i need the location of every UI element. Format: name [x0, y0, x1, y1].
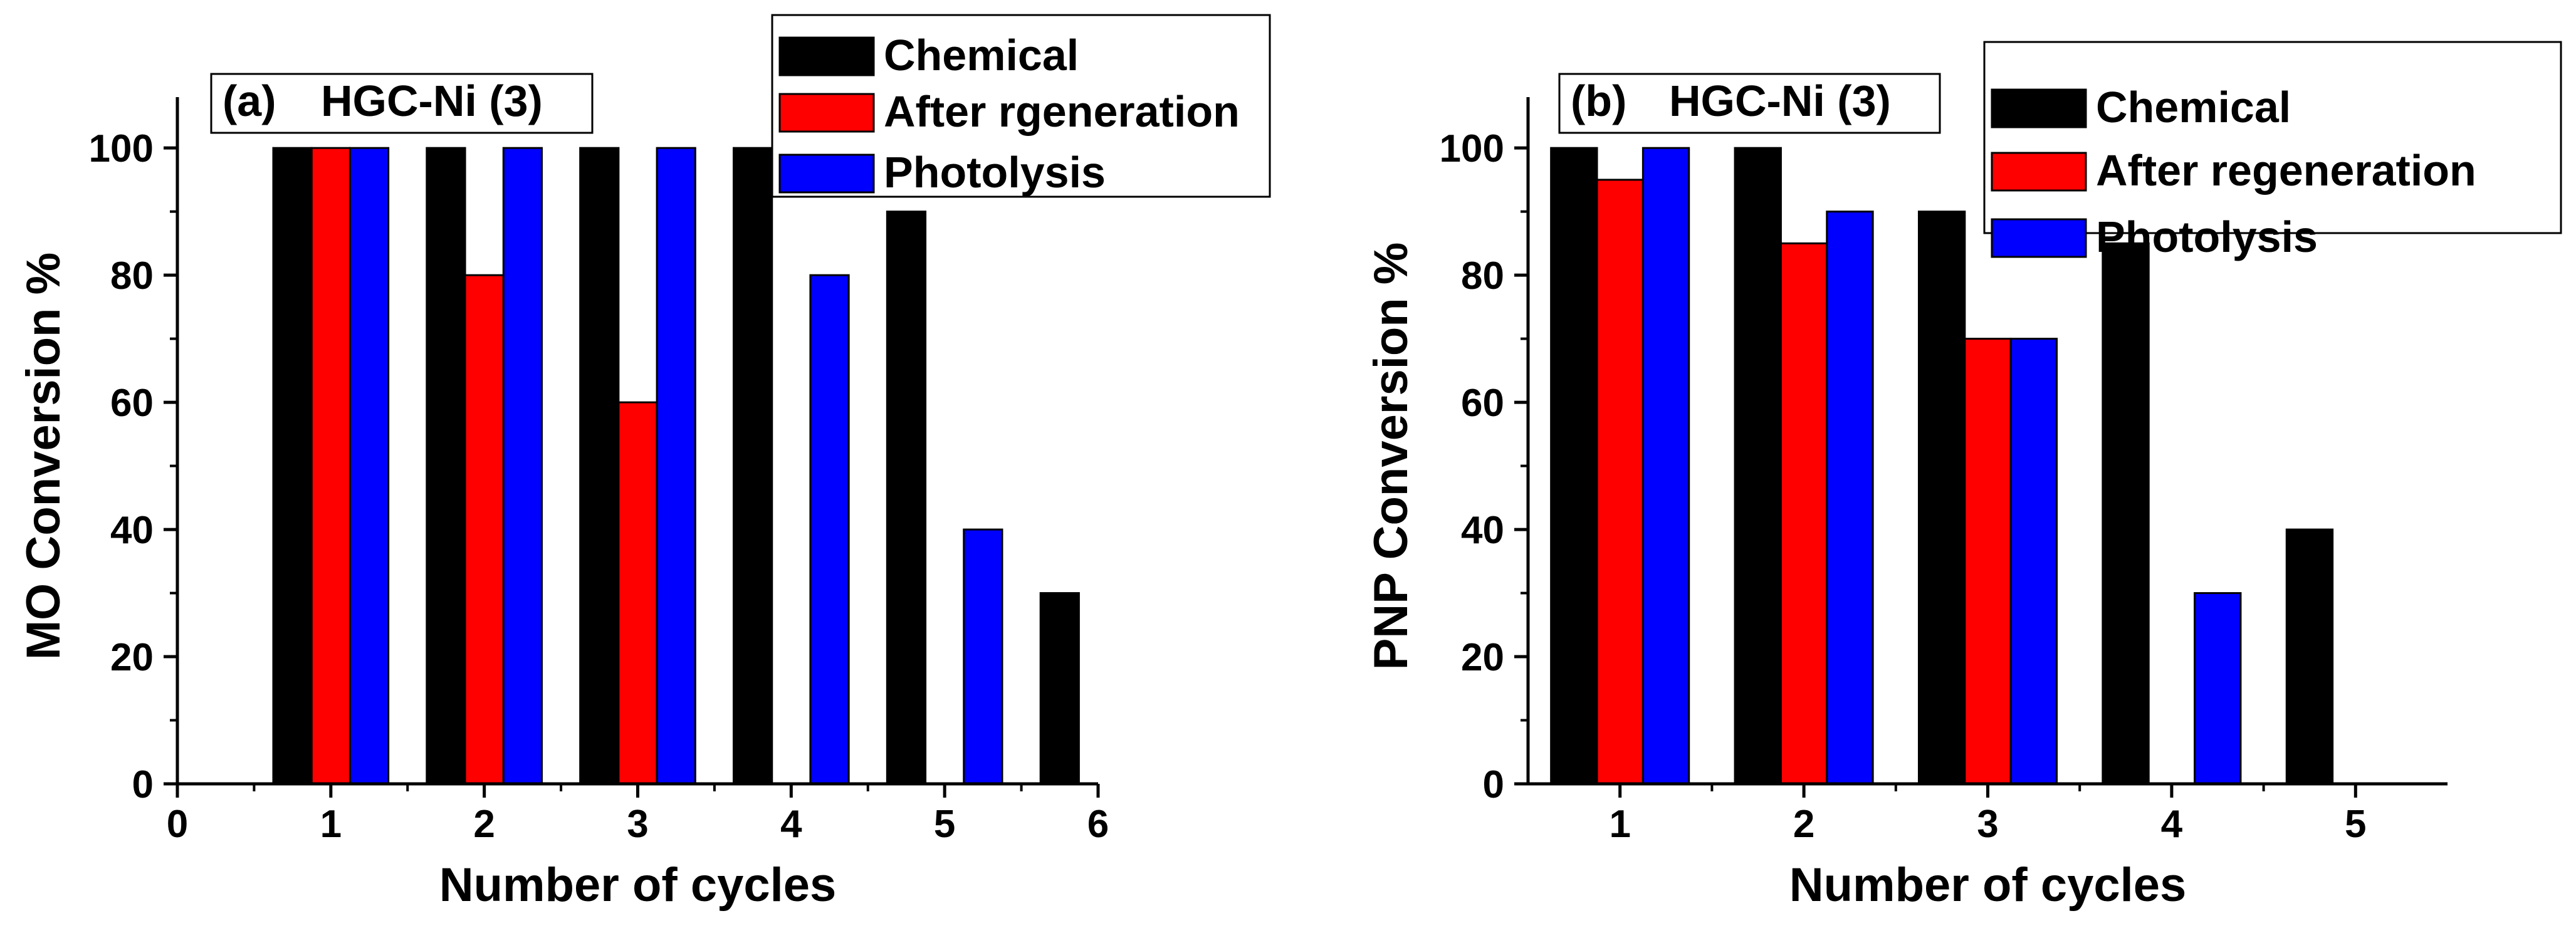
bar-photolysis	[809, 274, 850, 785]
bar-photolysis	[1826, 211, 1874, 785]
bar-chemical	[1734, 147, 1782, 785]
legend: Chemical After rgeneration Photolysis	[771, 14, 1271, 198]
bar-photolysis	[963, 528, 1003, 785]
y-tick-label: 80	[1461, 254, 1504, 298]
y-tick-label: 20	[1461, 636, 1504, 679]
legend-swatch-after-regeneration	[1991, 152, 2087, 192]
x-tick-label: 1	[320, 803, 342, 846]
x-axis-title: Number of cycles	[1789, 858, 2187, 912]
bar-after-rgeneration	[464, 274, 505, 785]
bar-chemical	[426, 147, 466, 785]
y-tick-label: 0	[132, 763, 154, 806]
legend-swatch-photolysis	[1991, 218, 2087, 258]
y-tick-label: 0	[1483, 763, 1504, 806]
legend-box	[1983, 41, 2562, 234]
bar-photolysis	[348, 147, 390, 785]
panel-label: (b)	[1571, 76, 1626, 125]
x-tick-label: 4	[2161, 803, 2183, 846]
y-tick-label: 80	[110, 254, 154, 298]
x-tick-label: 3	[1977, 803, 1998, 846]
legend-swatch-chemical	[1991, 88, 2087, 128]
legend-label: After regeneration	[2096, 146, 2476, 195]
x-tick-label: 0	[167, 803, 188, 846]
bar-chemical	[272, 147, 313, 785]
bar-photolysis	[1641, 147, 1690, 785]
bar-chemical	[733, 147, 773, 785]
panel-title-box	[210, 73, 594, 134]
chart-panel-a: 0 20 40 60 80 100 0 1 2 3 4 5 6 Number of cycles MO Co…	[17, 14, 1271, 912]
x-tick-label: 2	[473, 803, 495, 846]
legend-swatch-chemical	[778, 36, 875, 76]
bar-photolysis	[2194, 592, 2242, 785]
bar-after-regeneration	[1964, 338, 2012, 785]
bar-after-rgeneration	[310, 147, 351, 785]
x-axis-title: Number of cycles	[439, 858, 837, 912]
y-tick-label: 60	[110, 382, 154, 425]
legend-label: Chemical	[884, 31, 1079, 80]
x-tick-label: 3	[627, 803, 648, 846]
bar-chemical	[1039, 592, 1080, 785]
panel-title-box	[1558, 73, 1941, 134]
y-axis-title: PNP Conversion %	[1364, 242, 1418, 670]
y-tick-label: 100	[1440, 127, 1504, 170]
legend-label: Photolysis	[884, 148, 1106, 197]
y-tick-label: 40	[110, 509, 154, 552]
panel-title: HGC-Ni (3)	[321, 76, 543, 125]
y-tick-label: 60	[1461, 382, 1504, 425]
legend: Chemical After regeneration Photolysis	[1983, 41, 2562, 261]
chart-panel-b: 0 20 40 60 80 100 1 2 3 4 5 Number of cycles PNP Con…	[1364, 41, 2562, 912]
legend-swatch-photolysis	[778, 154, 875, 194]
x-tick-label: 5	[2345, 803, 2366, 846]
x-tick-label: 2	[1793, 803, 1814, 846]
bar-chemical	[2285, 528, 2334, 785]
y-tick-label: 20	[110, 636, 154, 679]
bar-after-regeneration	[1779, 242, 1828, 785]
bar-chemical	[1550, 147, 1598, 785]
x-tick-label: 5	[934, 803, 955, 846]
x-tick-label: 6	[1087, 803, 1109, 846]
bar-photolysis	[2009, 338, 2058, 785]
bar-photolysis	[656, 147, 696, 785]
legend-swatch-after-rgeneration	[778, 93, 875, 133]
legend-label: Photolysis	[2096, 212, 2318, 261]
bar-after-rgeneration	[617, 401, 658, 785]
bar-chemical	[2102, 242, 2150, 785]
panel-label: (a)	[223, 76, 276, 125]
y-tick-label: 40	[1461, 509, 1504, 552]
panel-title: HGC-Ni (3)	[1669, 76, 1891, 125]
bar-chemical	[1917, 211, 1966, 785]
x-tick-label: 1	[1609, 803, 1630, 846]
bar-after-regeneration	[1596, 179, 1644, 785]
y-axis-title: MO Conversion %	[17, 253, 70, 660]
y-tick-label: 100	[89, 127, 154, 170]
x-tick-label: 4	[780, 803, 802, 846]
bar-photolysis	[502, 147, 543, 785]
legend-label: After rgeneration	[884, 87, 1240, 136]
bar-chemical	[886, 211, 927, 785]
bar-chemical	[579, 147, 620, 785]
legend-label: Chemical	[2096, 83, 2291, 132]
